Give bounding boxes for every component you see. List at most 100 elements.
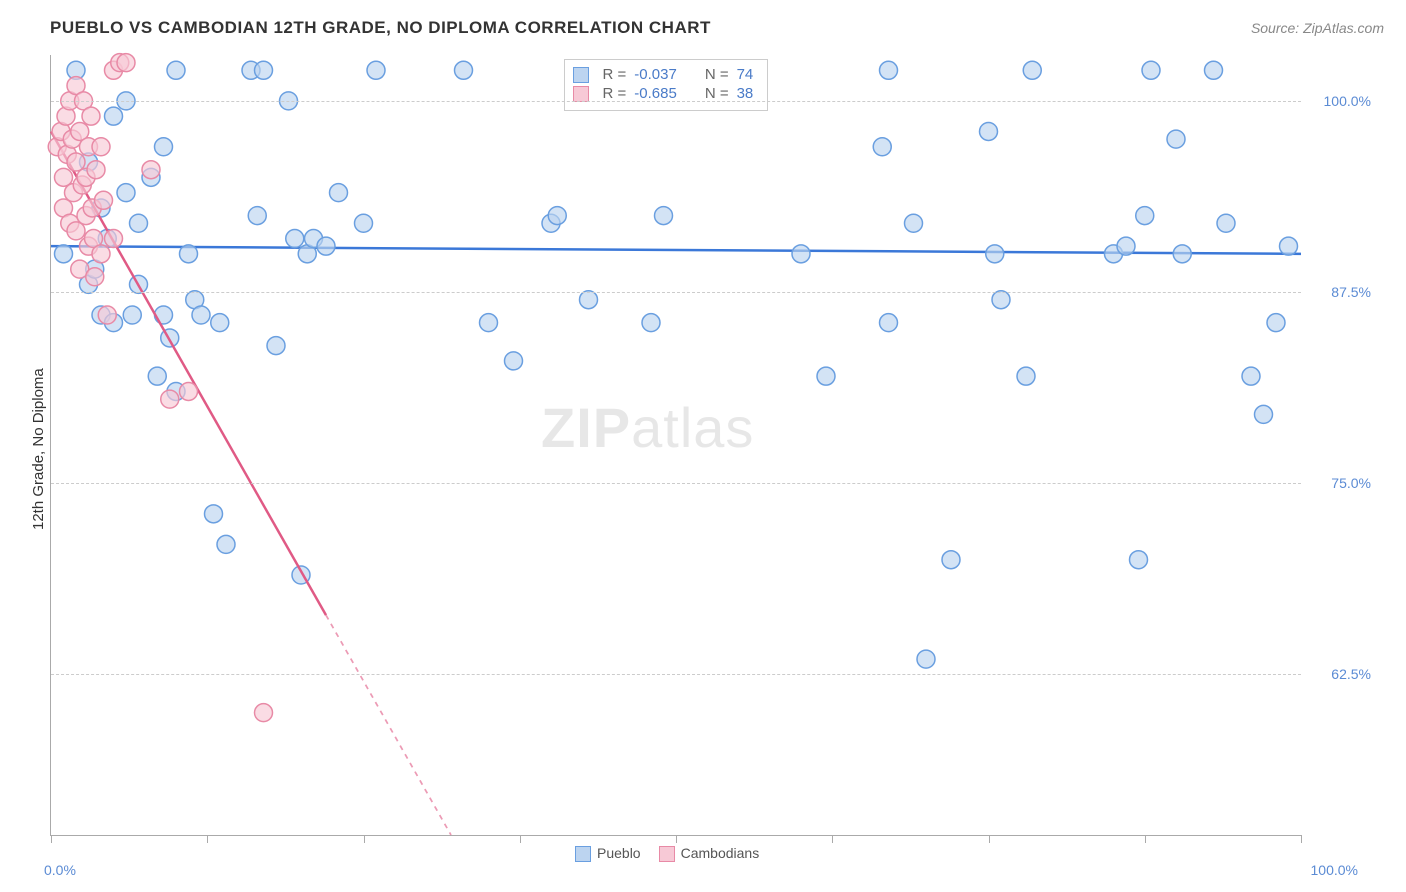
- point-pueblo: [317, 237, 335, 255]
- point-pueblo: [205, 505, 223, 523]
- legend-row: R = -0.685 N = 38: [573, 85, 754, 102]
- point-pueblo: [1205, 61, 1223, 79]
- point-pueblo: [286, 230, 304, 248]
- point-cambodians: [86, 268, 104, 286]
- x-tick: [520, 835, 521, 843]
- point-cambodians: [82, 107, 100, 125]
- point-cambodians: [142, 161, 160, 179]
- point-pueblo: [880, 314, 898, 332]
- point-cambodians: [161, 390, 179, 408]
- point-pueblo: [167, 61, 185, 79]
- watermark-zip: ZIP: [541, 396, 631, 459]
- point-pueblo: [642, 314, 660, 332]
- point-pueblo: [1167, 130, 1185, 148]
- point-pueblo: [505, 352, 523, 370]
- point-pueblo: [548, 207, 566, 225]
- gridline-h: [51, 101, 1301, 102]
- series-legend: Pueblo Cambodians: [575, 845, 759, 862]
- x-tick: [1301, 835, 1302, 843]
- point-pueblo: [267, 337, 285, 355]
- r-label: R =: [603, 66, 627, 83]
- point-cambodians: [92, 138, 110, 156]
- legend-item: Cambodians: [659, 845, 760, 862]
- point-cambodians: [180, 382, 198, 400]
- point-pueblo: [255, 61, 273, 79]
- point-pueblo: [1173, 245, 1191, 263]
- point-pueblo: [355, 214, 373, 232]
- point-cambodians: [87, 161, 105, 179]
- point-pueblo: [1242, 367, 1260, 385]
- x-tick: [989, 835, 990, 843]
- point-pueblo: [480, 314, 498, 332]
- correlation-legend: R =-0.037N =74R =-0.685N =38: [564, 59, 769, 111]
- point-pueblo: [917, 650, 935, 668]
- point-pueblo: [942, 551, 960, 569]
- point-pueblo: [1280, 237, 1298, 255]
- n-value: 38: [737, 85, 754, 102]
- trendline-cambodians-extrap: [326, 615, 451, 835]
- point-pueblo: [117, 184, 135, 202]
- point-cambodians: [98, 306, 116, 324]
- scatter-plot-area: ZIPatlas R =-0.037N =74R =-0.685N =38 62…: [50, 55, 1301, 836]
- point-pueblo: [330, 184, 348, 202]
- point-cambodians: [105, 230, 123, 248]
- r-value: -0.037: [634, 66, 677, 83]
- x-tick: [364, 835, 365, 843]
- x-axis-min-label: 0.0%: [44, 862, 76, 878]
- point-pueblo: [367, 61, 385, 79]
- point-pueblo: [1117, 237, 1135, 255]
- point-pueblo: [992, 291, 1010, 309]
- legend-swatch: [573, 67, 589, 83]
- point-pueblo: [123, 306, 141, 324]
- point-pueblo: [180, 245, 198, 263]
- point-pueblo: [148, 367, 166, 385]
- point-pueblo: [211, 314, 229, 332]
- x-tick: [1145, 835, 1146, 843]
- point-pueblo: [1267, 314, 1285, 332]
- point-pueblo: [1142, 61, 1160, 79]
- chart-title: PUEBLO VS CAMBODIAN 12TH GRADE, NO DIPLO…: [50, 18, 711, 38]
- x-tick: [676, 835, 677, 843]
- point-pueblo: [55, 245, 73, 263]
- point-pueblo: [792, 245, 810, 263]
- point-pueblo: [217, 535, 235, 553]
- x-tick: [207, 835, 208, 843]
- point-pueblo: [1255, 405, 1273, 423]
- y-tick-label: 62.5%: [1311, 666, 1371, 682]
- y-axis-label: 12th Grade, No Diploma: [30, 368, 47, 530]
- point-pueblo: [1017, 367, 1035, 385]
- point-pueblo: [1217, 214, 1235, 232]
- point-pueblo: [155, 138, 173, 156]
- legend-label: Cambodians: [681, 845, 760, 861]
- point-pueblo: [580, 291, 598, 309]
- legend-row: R =-0.037N =74: [573, 66, 754, 83]
- r-label: R =: [603, 85, 627, 102]
- point-pueblo: [192, 306, 210, 324]
- point-pueblo: [817, 367, 835, 385]
- x-tick: [832, 835, 833, 843]
- point-cambodians: [117, 54, 135, 72]
- x-axis-max-label: 100.0%: [1311, 862, 1358, 878]
- y-tick-label: 75.0%: [1311, 475, 1371, 491]
- legend-swatch: [659, 846, 675, 862]
- r-value: -0.685: [634, 85, 677, 102]
- point-pueblo: [873, 138, 891, 156]
- point-pueblo: [1023, 61, 1041, 79]
- y-tick-label: 100.0%: [1311, 93, 1371, 109]
- gridline-h: [51, 483, 1301, 484]
- watermark: ZIPatlas: [541, 395, 754, 460]
- point-pueblo: [1130, 551, 1148, 569]
- point-cambodians: [95, 191, 113, 209]
- n-label: N =: [705, 85, 729, 102]
- point-pueblo: [905, 214, 923, 232]
- point-cambodians: [92, 245, 110, 263]
- point-pueblo: [105, 107, 123, 125]
- point-pueblo: [880, 61, 898, 79]
- point-pueblo: [455, 61, 473, 79]
- point-pueblo: [980, 122, 998, 140]
- point-pueblo: [155, 306, 173, 324]
- source-attribution: Source: ZipAtlas.com: [1251, 20, 1384, 36]
- legend-swatch: [573, 86, 589, 102]
- legend-item: Pueblo: [575, 845, 641, 862]
- source-prefix: Source:: [1251, 20, 1303, 36]
